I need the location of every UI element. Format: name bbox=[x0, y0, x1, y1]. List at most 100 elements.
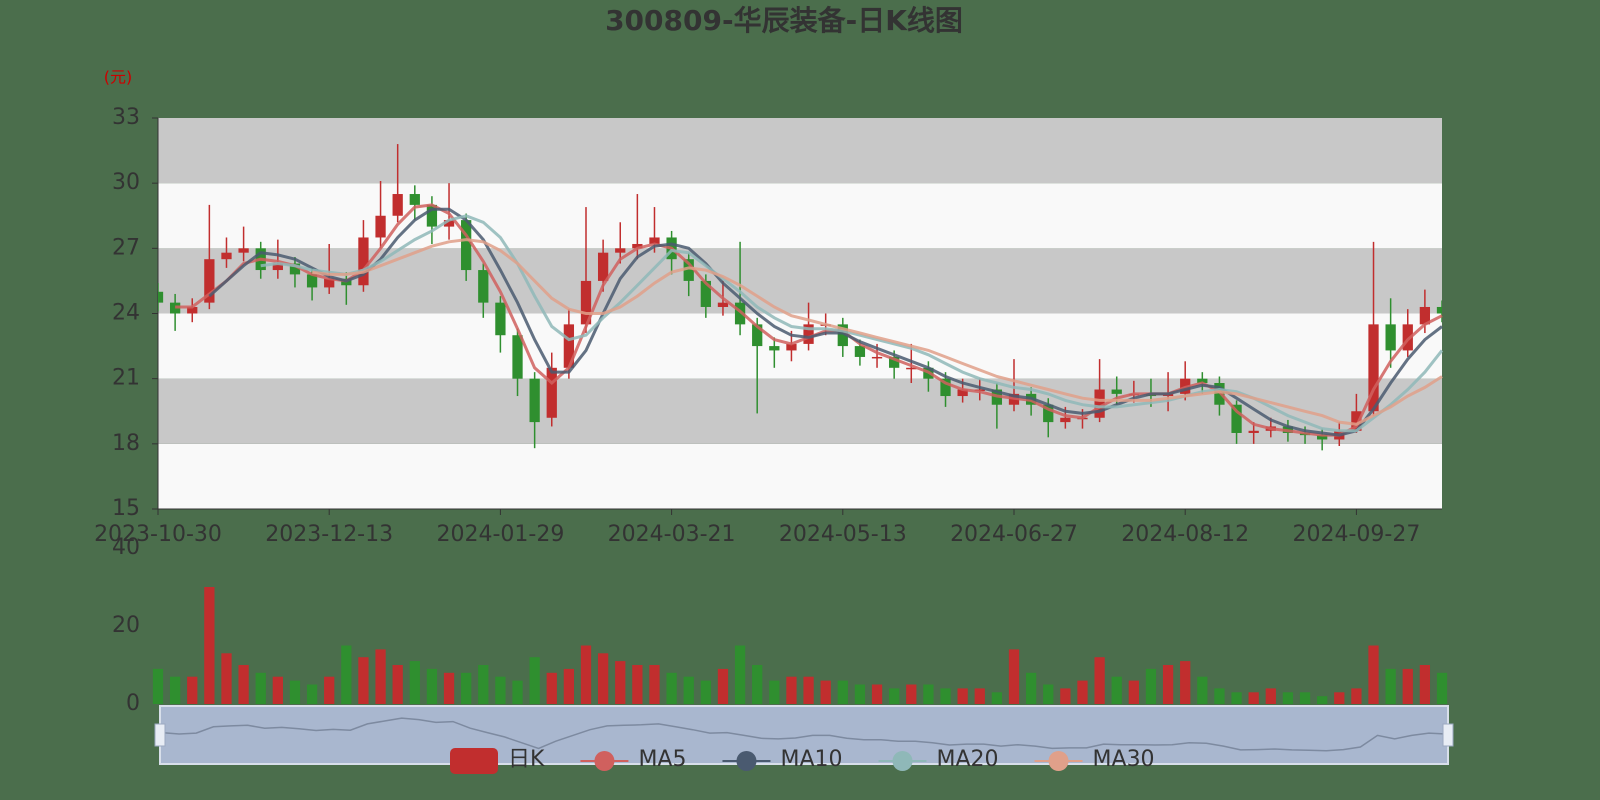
candle-body bbox=[1351, 411, 1362, 431]
volume-bar bbox=[512, 680, 523, 704]
volume-bar bbox=[1077, 680, 1088, 704]
split-area bbox=[158, 183, 1442, 249]
legend-item[interactable]: MA30 bbox=[1034, 747, 1155, 772]
volume-bar bbox=[700, 680, 711, 704]
chart-title: 300809-华辰装备-日K线图 bbox=[605, 4, 963, 37]
split-area bbox=[158, 378, 1442, 444]
volume-bar bbox=[871, 684, 883, 704]
volume-bar bbox=[221, 653, 232, 704]
candle-body bbox=[495, 302, 506, 336]
y-unit: (元) bbox=[104, 68, 133, 87]
volume-bar bbox=[940, 688, 951, 704]
candle-body bbox=[734, 302, 746, 325]
volume-bar bbox=[409, 661, 420, 704]
candle-body bbox=[1385, 324, 1396, 351]
candle-body bbox=[1197, 378, 1208, 384]
candle-body bbox=[1419, 306, 1431, 325]
volume-bar bbox=[1402, 668, 1413, 704]
volume-bar bbox=[1145, 668, 1157, 704]
candle-body bbox=[1043, 404, 1054, 423]
candle-body bbox=[615, 248, 626, 253]
x-tick-label: 2024-03-21 bbox=[608, 522, 736, 547]
volume-bar bbox=[1299, 692, 1311, 704]
candle-body bbox=[854, 346, 866, 357]
y-tick-label: 15 bbox=[112, 496, 140, 521]
volume-bar bbox=[1128, 680, 1139, 704]
volume-tick-label: 40 bbox=[112, 535, 140, 560]
legend-label: MA20 bbox=[937, 747, 999, 772]
volume-bar bbox=[1060, 688, 1071, 704]
candle-body bbox=[649, 237, 660, 244]
volume-bar bbox=[1008, 649, 1020, 704]
volume-bar bbox=[580, 645, 592, 704]
x-tick-label: 2024-05-13 bbox=[779, 522, 907, 547]
volume-bar bbox=[1436, 672, 1448, 704]
volume-bar bbox=[1231, 692, 1242, 704]
volume-bar bbox=[289, 680, 301, 704]
candle-body bbox=[461, 220, 472, 271]
candle-body bbox=[700, 280, 711, 307]
volume-bar bbox=[803, 676, 814, 704]
candle-body bbox=[238, 248, 249, 253]
candle-body bbox=[597, 252, 609, 281]
volume-bar bbox=[649, 665, 660, 704]
volume-bar bbox=[1180, 661, 1191, 704]
volume-bar bbox=[752, 665, 763, 704]
volume-tick-label: 0 bbox=[126, 691, 140, 716]
candle-body bbox=[358, 237, 369, 286]
volume-bar bbox=[597, 653, 609, 704]
volume-bar bbox=[786, 676, 797, 704]
legend-label: MA5 bbox=[638, 747, 686, 772]
legend-item[interactable]: 日K bbox=[450, 747, 545, 774]
zoom-handle[interactable] bbox=[154, 723, 166, 747]
candle-body bbox=[375, 215, 386, 238]
candle-body bbox=[324, 278, 335, 288]
volume-bar bbox=[1265, 688, 1276, 704]
candle-body bbox=[752, 324, 763, 347]
volume-bar bbox=[923, 684, 934, 704]
zoom-handle[interactable] bbox=[1442, 723, 1454, 747]
volume-bar bbox=[563, 668, 575, 704]
zoom-preview bbox=[161, 717, 1447, 752]
volume-bar bbox=[1162, 665, 1174, 704]
volume-bar bbox=[324, 676, 335, 704]
legend-label: 日K bbox=[508, 747, 545, 772]
volume-bar bbox=[1025, 672, 1037, 704]
y-tick-label: 24 bbox=[112, 301, 140, 326]
volume-bar bbox=[1368, 645, 1379, 704]
candle-body bbox=[221, 252, 232, 260]
y-tick-label: 30 bbox=[112, 170, 140, 195]
volume-bar bbox=[187, 676, 198, 704]
volume-bar bbox=[1334, 692, 1345, 704]
volume-bar bbox=[238, 665, 249, 704]
zoom-slider bbox=[159, 705, 1449, 765]
candle-body bbox=[632, 243, 643, 249]
legend-label: MA10 bbox=[780, 747, 842, 772]
volume-bar bbox=[358, 657, 369, 704]
candle-body bbox=[889, 356, 900, 368]
legend-icon bbox=[594, 751, 615, 771]
candle-body bbox=[1094, 389, 1105, 418]
candle-body bbox=[187, 306, 198, 314]
volume-bar bbox=[769, 680, 780, 704]
volume-bar bbox=[615, 661, 626, 704]
volume-bar bbox=[717, 668, 729, 704]
volume-bar bbox=[546, 672, 557, 704]
legend-item[interactable]: MA20 bbox=[878, 747, 999, 772]
volume-bar bbox=[974, 688, 985, 704]
volume-bar bbox=[1214, 688, 1225, 704]
candle-body bbox=[837, 324, 848, 347]
legend-item[interactable]: MA10 bbox=[722, 747, 843, 772]
volume-bar bbox=[375, 649, 386, 704]
legend-icon bbox=[892, 751, 913, 771]
volume-bar bbox=[169, 676, 181, 704]
candle-body bbox=[683, 259, 694, 281]
candle-body bbox=[392, 194, 403, 216]
volume-bar bbox=[1385, 668, 1396, 704]
candle-body bbox=[1231, 404, 1242, 433]
x-tick-label: 2024-09-27 bbox=[1292, 522, 1420, 547]
legend-item[interactable]: MA5 bbox=[580, 747, 686, 772]
candle-body bbox=[940, 378, 951, 397]
volume-bar bbox=[1419, 665, 1431, 704]
volume-bar bbox=[854, 684, 866, 704]
